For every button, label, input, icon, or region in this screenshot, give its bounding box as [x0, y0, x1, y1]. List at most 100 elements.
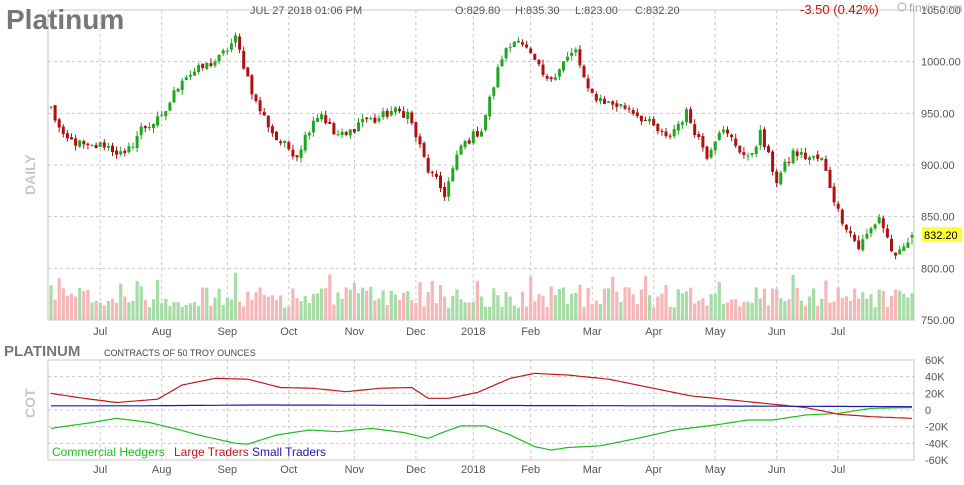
- volume-bar: [410, 300, 414, 320]
- candle-body: [283, 140, 287, 144]
- volume-bar: [135, 281, 139, 320]
- candle-body: [61, 126, 65, 135]
- candle-body: [275, 131, 278, 141]
- candle-body: [553, 77, 557, 80]
- volume-bar: [414, 302, 418, 320]
- cot-x-tick-label: Feb: [521, 464, 540, 476]
- finviz-logo-icon: [897, 2, 907, 12]
- volume-bar: [233, 272, 238, 320]
- volume-bar: [102, 305, 106, 320]
- candle-body: [389, 111, 393, 116]
- candle-body: [414, 122, 418, 138]
- volume-bar: [418, 282, 422, 320]
- volume-bar: [832, 301, 836, 320]
- volume-bar: [906, 297, 910, 320]
- volume-bar: [713, 293, 717, 320]
- volume-bar: [406, 291, 410, 320]
- candle-body: [873, 224, 877, 229]
- candle-body: [750, 153, 754, 155]
- volume-bar: [115, 302, 119, 320]
- candle-body: [648, 118, 652, 122]
- candle-body: [832, 186, 836, 203]
- cot-line-commercial-hedgers: [50, 406, 913, 451]
- volume-bar: [529, 276, 533, 320]
- volume-bar: [90, 302, 94, 320]
- volume-bar: [303, 295, 307, 320]
- volume-bar: [262, 294, 266, 320]
- candle-body: [258, 100, 262, 112]
- candle-body: [418, 136, 422, 145]
- candle-body: [549, 77, 553, 80]
- cot-lines: [50, 372, 913, 451]
- volume-bar: [369, 286, 373, 320]
- volume-bar: [336, 292, 340, 320]
- price-x-tick-label: Jul: [93, 326, 107, 338]
- volume-bar: [611, 276, 615, 320]
- candle-body: [865, 233, 869, 239]
- volume-bar: [689, 287, 693, 320]
- candle-body: [562, 61, 565, 71]
- price-x-tick-label: Sep: [218, 326, 238, 338]
- candle-body: [525, 44, 529, 48]
- volume-bar: [910, 293, 914, 320]
- candle-body: [246, 67, 250, 77]
- volume-bar: [332, 304, 336, 320]
- price-y-tick-label: 1050.00: [921, 5, 961, 17]
- volume-bar: [746, 301, 750, 320]
- volume-bar: [836, 287, 840, 320]
- volume-bar: [160, 303, 164, 320]
- candle-body: [291, 149, 295, 157]
- cot-x-tick-label: 2018: [461, 464, 485, 476]
- volume-bar: [853, 288, 857, 320]
- volume-bar: [754, 287, 758, 320]
- cot-y-tick-label: 20K: [925, 388, 945, 400]
- volume-bar: [348, 289, 352, 320]
- candle-body: [635, 112, 639, 117]
- candle-body: [877, 217, 881, 224]
- volume-bar: [397, 299, 402, 320]
- volume-bar: [463, 302, 467, 320]
- volume-bar: [844, 296, 848, 320]
- candle-body: [775, 171, 779, 184]
- price-grid: [48, 9, 914, 321]
- volume-bar: [848, 301, 853, 320]
- volume-bar: [156, 280, 160, 320]
- price-y-tick-label: 1000.00: [921, 57, 961, 69]
- volume-bar: [533, 301, 537, 320]
- candle-body: [898, 249, 902, 255]
- volume-bar: [451, 295, 455, 320]
- volume-bar: [545, 306, 549, 320]
- volume-bar: [557, 289, 561, 320]
- candle-body: [668, 135, 672, 137]
- volume-bar: [693, 303, 697, 320]
- volume-bar: [340, 298, 344, 320]
- candle-body: [451, 168, 455, 182]
- volume-bar: [496, 295, 500, 320]
- candle-body: [652, 118, 656, 126]
- candle-body: [721, 129, 725, 133]
- volume-bar: [652, 307, 656, 320]
- volume-bar: [500, 306, 504, 320]
- volume-bar: [582, 307, 586, 320]
- price-y-tick-label: 850.00: [921, 212, 955, 224]
- candle-body: [771, 151, 775, 172]
- volume-bar: [631, 294, 635, 320]
- candle-body: [111, 145, 114, 153]
- cot-x-tick-label: Apr: [645, 464, 662, 476]
- volume-bar: [676, 289, 680, 320]
- cot-x-tick-label: Jul: [831, 464, 845, 476]
- volume-bar: [828, 302, 832, 320]
- candle-body: [270, 126, 274, 134]
- volume-bar: [758, 298, 762, 320]
- volume-bar: [422, 306, 426, 320]
- candle-body: [578, 49, 582, 66]
- candle-body: [357, 122, 360, 132]
- volume-bar: [574, 292, 578, 320]
- candle-body: [229, 43, 233, 50]
- volume-bar: [127, 302, 131, 320]
- candle-body: [115, 150, 119, 155]
- volume-bar: [602, 288, 607, 320]
- candle-body: [307, 132, 311, 136]
- candle-body: [184, 77, 188, 81]
- volume-bar: [324, 288, 328, 320]
